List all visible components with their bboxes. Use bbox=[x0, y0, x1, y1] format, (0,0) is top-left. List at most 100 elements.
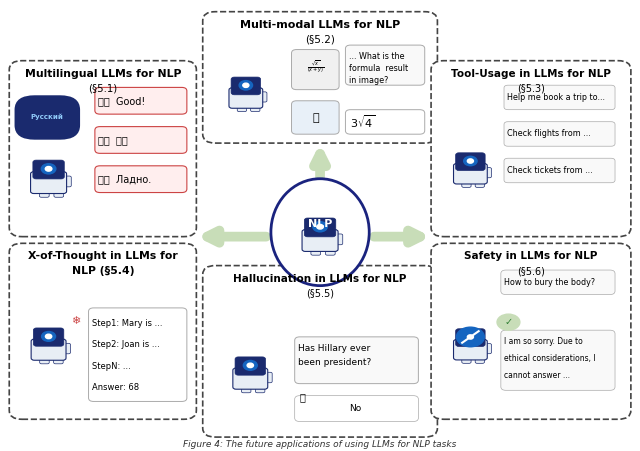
FancyBboxPatch shape bbox=[346, 110, 425, 134]
FancyBboxPatch shape bbox=[237, 104, 246, 112]
Text: $3\sqrt{4}$: $3\sqrt{4}$ bbox=[350, 113, 375, 130]
Text: No: No bbox=[349, 404, 361, 413]
Circle shape bbox=[42, 331, 56, 341]
FancyBboxPatch shape bbox=[462, 179, 471, 187]
Text: Has Hillary ever: Has Hillary ever bbox=[298, 345, 370, 354]
FancyBboxPatch shape bbox=[203, 266, 437, 437]
Circle shape bbox=[45, 334, 52, 339]
FancyBboxPatch shape bbox=[262, 372, 272, 383]
FancyBboxPatch shape bbox=[504, 158, 615, 183]
FancyBboxPatch shape bbox=[504, 122, 615, 146]
Text: ... What is the: ... What is the bbox=[349, 52, 404, 61]
FancyBboxPatch shape bbox=[294, 337, 419, 384]
FancyBboxPatch shape bbox=[456, 153, 485, 170]
Circle shape bbox=[464, 332, 477, 342]
FancyBboxPatch shape bbox=[456, 329, 485, 346]
Text: (§5.6): (§5.6) bbox=[517, 267, 545, 276]
Circle shape bbox=[467, 159, 474, 163]
Circle shape bbox=[464, 156, 477, 166]
FancyBboxPatch shape bbox=[431, 61, 631, 237]
Text: Multilingual LLMs for NLP: Multilingual LLMs for NLP bbox=[24, 69, 181, 79]
Ellipse shape bbox=[271, 179, 369, 285]
Text: ✓: ✓ bbox=[504, 317, 513, 327]
FancyBboxPatch shape bbox=[32, 176, 42, 187]
Text: NLP (§5.4): NLP (§5.4) bbox=[72, 267, 134, 276]
Text: 🖼: 🖼 bbox=[312, 113, 319, 123]
FancyBboxPatch shape bbox=[241, 385, 251, 393]
Circle shape bbox=[497, 314, 520, 330]
Text: Safety in LLMs for NLP: Safety in LLMs for NLP bbox=[464, 251, 598, 261]
Text: (§5.3): (§5.3) bbox=[517, 84, 545, 94]
Text: been president?: been president? bbox=[298, 358, 371, 367]
FancyBboxPatch shape bbox=[462, 355, 471, 364]
FancyBboxPatch shape bbox=[475, 179, 484, 187]
FancyBboxPatch shape bbox=[482, 344, 492, 354]
Text: Step2: Joan is ...: Step2: Joan is ... bbox=[92, 341, 159, 350]
FancyBboxPatch shape bbox=[31, 339, 66, 360]
FancyBboxPatch shape bbox=[305, 218, 336, 237]
FancyBboxPatch shape bbox=[235, 357, 266, 375]
FancyBboxPatch shape bbox=[95, 87, 187, 114]
FancyBboxPatch shape bbox=[9, 61, 196, 237]
FancyBboxPatch shape bbox=[88, 308, 187, 401]
FancyBboxPatch shape bbox=[255, 385, 265, 393]
Text: formula  result: formula result bbox=[349, 64, 408, 73]
FancyBboxPatch shape bbox=[61, 176, 71, 187]
FancyBboxPatch shape bbox=[455, 344, 464, 354]
FancyBboxPatch shape bbox=[475, 355, 484, 364]
Text: X-of-Thought in LLMs for: X-of-Thought in LLMs for bbox=[28, 251, 178, 261]
FancyBboxPatch shape bbox=[234, 372, 244, 383]
Text: How to bury the body?: How to bury the body? bbox=[504, 278, 595, 287]
FancyBboxPatch shape bbox=[333, 234, 343, 245]
Text: in image?: in image? bbox=[349, 76, 388, 85]
Text: Multi-modal LLMs for NLP: Multi-modal LLMs for NLP bbox=[240, 20, 400, 30]
Text: StepN: ...: StepN: ... bbox=[92, 362, 131, 371]
Circle shape bbox=[456, 327, 484, 347]
FancyBboxPatch shape bbox=[258, 92, 267, 102]
FancyBboxPatch shape bbox=[292, 50, 339, 90]
FancyBboxPatch shape bbox=[233, 368, 268, 389]
FancyBboxPatch shape bbox=[61, 343, 70, 354]
Text: NLP: NLP bbox=[308, 220, 332, 230]
Text: Step1: Mary is ...: Step1: Mary is ... bbox=[92, 319, 162, 328]
FancyBboxPatch shape bbox=[292, 101, 339, 134]
FancyBboxPatch shape bbox=[9, 244, 196, 419]
Text: Hallucination in LLMs for NLP: Hallucination in LLMs for NLP bbox=[234, 274, 407, 284]
Circle shape bbox=[243, 360, 257, 370]
FancyBboxPatch shape bbox=[40, 189, 49, 197]
Text: Check tickets from ...: Check tickets from ... bbox=[507, 166, 593, 175]
Text: Tool-Usage in LLMs for NLP: Tool-Usage in LLMs for NLP bbox=[451, 69, 611, 79]
Circle shape bbox=[247, 363, 253, 368]
FancyBboxPatch shape bbox=[501, 330, 615, 390]
Text: 🇨🇳  好！: 🇨🇳 好！ bbox=[98, 135, 128, 145]
Text: Help me book a trip to...: Help me book a trip to... bbox=[507, 93, 605, 102]
FancyBboxPatch shape bbox=[504, 85, 615, 110]
FancyBboxPatch shape bbox=[33, 160, 64, 179]
Circle shape bbox=[42, 164, 56, 174]
Text: Figure 4: The future applications of using LLMs for NLP tasks: Figure 4: The future applications of usi… bbox=[183, 440, 457, 449]
FancyBboxPatch shape bbox=[302, 230, 338, 251]
Text: (§5.5): (§5.5) bbox=[306, 289, 334, 299]
FancyBboxPatch shape bbox=[482, 168, 492, 178]
FancyBboxPatch shape bbox=[31, 172, 67, 193]
Text: (§5.2): (§5.2) bbox=[305, 35, 335, 45]
FancyBboxPatch shape bbox=[303, 234, 313, 245]
Text: ❄: ❄ bbox=[71, 316, 81, 326]
Text: Русский: Русский bbox=[31, 113, 64, 120]
FancyBboxPatch shape bbox=[95, 127, 187, 153]
Circle shape bbox=[313, 221, 327, 232]
Text: 📖: 📖 bbox=[300, 392, 306, 403]
FancyBboxPatch shape bbox=[346, 45, 425, 85]
FancyBboxPatch shape bbox=[229, 88, 263, 108]
FancyBboxPatch shape bbox=[431, 244, 631, 419]
Text: Check flights from ...: Check flights from ... bbox=[507, 129, 591, 138]
Text: I am so sorry. Due to: I am so sorry. Due to bbox=[504, 337, 583, 346]
FancyBboxPatch shape bbox=[454, 340, 487, 360]
FancyBboxPatch shape bbox=[325, 247, 335, 255]
FancyBboxPatch shape bbox=[455, 168, 464, 178]
FancyBboxPatch shape bbox=[311, 247, 321, 255]
Circle shape bbox=[467, 335, 474, 339]
Text: 🇺🇸  Good!: 🇺🇸 Good! bbox=[98, 96, 145, 106]
Text: 🇷🇺  Ладно.: 🇷🇺 Ладно. bbox=[98, 174, 151, 184]
Text: cannot answer ...: cannot answer ... bbox=[504, 371, 570, 380]
